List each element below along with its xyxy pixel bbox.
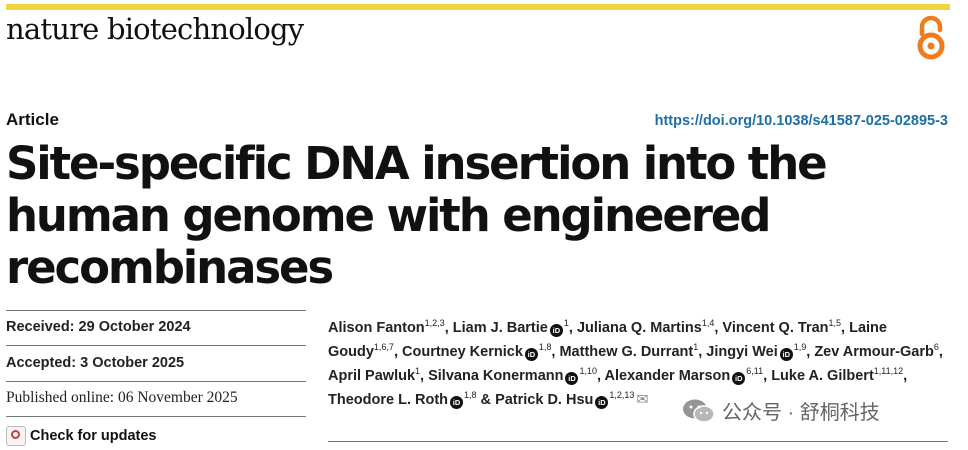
author-affiliation: 1,4 xyxy=(701,318,715,328)
divider xyxy=(328,441,948,442)
author-affiliation: 6 xyxy=(933,342,939,352)
received-date: Received: 29 October 2024 xyxy=(6,319,191,335)
author-item[interactable]: Liam J. Bartie iD1 xyxy=(452,318,569,337)
author-name: Zev Armour-Garb xyxy=(814,344,934,360)
author-name: Matthew G. Durrant xyxy=(559,344,694,360)
author-name: Courtney Kernick xyxy=(402,344,523,360)
author-name: Patrick D. Hsu xyxy=(495,392,594,408)
author-affiliation: 1,8 xyxy=(538,342,552,352)
watermark: 公众号 · 舒桐科技 xyxy=(682,396,880,425)
orcid-icon[interactable]: iD xyxy=(450,396,464,409)
check-for-updates-label: Check for updates xyxy=(30,428,157,444)
author-affiliation: 1,10 xyxy=(579,366,598,376)
author-item[interactable]: Alexander Marson iD6,11 xyxy=(604,366,764,385)
author-item[interactable]: Luke A. Gilbert1,11,12 xyxy=(771,366,904,385)
author-affiliation: 1 xyxy=(415,366,421,376)
author-item[interactable]: Alison Fanton1,2,3 xyxy=(328,318,445,337)
author-affiliation: 1,11,12 xyxy=(873,366,904,376)
author-name: Alison Fanton xyxy=(328,320,425,336)
author-item[interactable]: Jingyi Wei iD1,9 xyxy=(706,342,807,361)
divider xyxy=(6,345,306,346)
email-icon[interactable]: ✉ xyxy=(636,392,649,408)
author-item[interactable]: Vincent Q. Tran1,5 xyxy=(722,318,842,337)
author-affiliation: 1,5 xyxy=(828,318,842,328)
open-access-icon xyxy=(917,15,945,60)
author-name: Vincent Q. Tran xyxy=(722,320,829,336)
article-type: Article xyxy=(6,110,59,129)
journal-name[interactable]: nature biotechnology xyxy=(6,12,304,46)
author-name: April Pawluk xyxy=(328,368,416,384)
author-item[interactable]: Courtney Kernick iD1,8 xyxy=(402,342,552,361)
author-affiliation: 1,2,3 xyxy=(424,318,445,328)
author-name: Laine Goudy xyxy=(328,320,887,360)
orcid-icon[interactable]: iD xyxy=(524,348,538,361)
divider xyxy=(6,381,306,382)
author-item[interactable]: Theodore L. Roth iD1,8 xyxy=(328,390,477,409)
author-affiliation: 1 xyxy=(693,342,699,352)
author-affiliation: 1,2,13 xyxy=(609,390,635,400)
author-name: Liam J. Bartie xyxy=(452,320,548,336)
orcid-icon[interactable]: iD xyxy=(549,324,563,337)
author-item[interactable]: Patrick D. Hsu iD1,2,13 ✉ xyxy=(495,390,649,409)
orcid-icon[interactable]: iD xyxy=(565,372,579,385)
check-for-updates-button[interactable]: Check for updates xyxy=(6,426,157,446)
doi-link[interactable]: https://doi.org/10.1038/s41587-025-02895… xyxy=(654,113,948,129)
divider xyxy=(6,416,306,417)
author-item[interactable]: Laine Goudy1,6,7 xyxy=(328,320,887,360)
author-item[interactable]: Matthew G. Durrant1 xyxy=(559,342,699,361)
author-affiliation: 1 xyxy=(563,318,569,328)
author-name: Jingyi Wei xyxy=(706,344,778,360)
wechat-icon xyxy=(683,399,715,423)
article-title: Site-specific DNA insertion into the hum… xyxy=(6,137,828,294)
author-item[interactable]: Silvana Konermann iD1,10 xyxy=(428,366,598,385)
author-item[interactable]: Zev Armour-Garb6 xyxy=(814,342,939,361)
author-affiliation: 1,8 xyxy=(464,390,477,400)
author-name: Silvana Konermann xyxy=(428,368,564,384)
author-name: Theodore L. Roth xyxy=(328,392,449,408)
orcid-icon[interactable]: iD xyxy=(595,396,609,409)
author-list: Alison Fanton1,2,3, Liam J. Bartie iD1, J… xyxy=(328,318,943,409)
check-updates-icon xyxy=(6,426,26,446)
author-name: Alexander Marson xyxy=(604,368,731,384)
author-item[interactable]: April Pawluk1 xyxy=(328,366,421,385)
divider xyxy=(6,310,306,311)
author-name: Luke A. Gilbert xyxy=(771,368,874,384)
author-affiliation: 6,11 xyxy=(746,366,764,376)
author-name: Juliana Q. Martins xyxy=(576,320,702,336)
author-item[interactable]: Juliana Q. Martins1,4 xyxy=(576,318,715,337)
author-affiliation: 1,9 xyxy=(793,342,807,352)
orcid-icon[interactable]: iD xyxy=(779,348,793,361)
watermark-text: 公众号 · 舒桐科技 xyxy=(722,402,880,424)
orcid-icon[interactable]: iD xyxy=(732,372,746,385)
author-affiliation: 1,6,7 xyxy=(373,342,394,352)
published-date: Published online: 06 November 2025 xyxy=(6,389,238,406)
journal-accent-bar xyxy=(6,4,950,10)
accepted-date: Accepted: 3 October 2025 xyxy=(6,355,185,371)
